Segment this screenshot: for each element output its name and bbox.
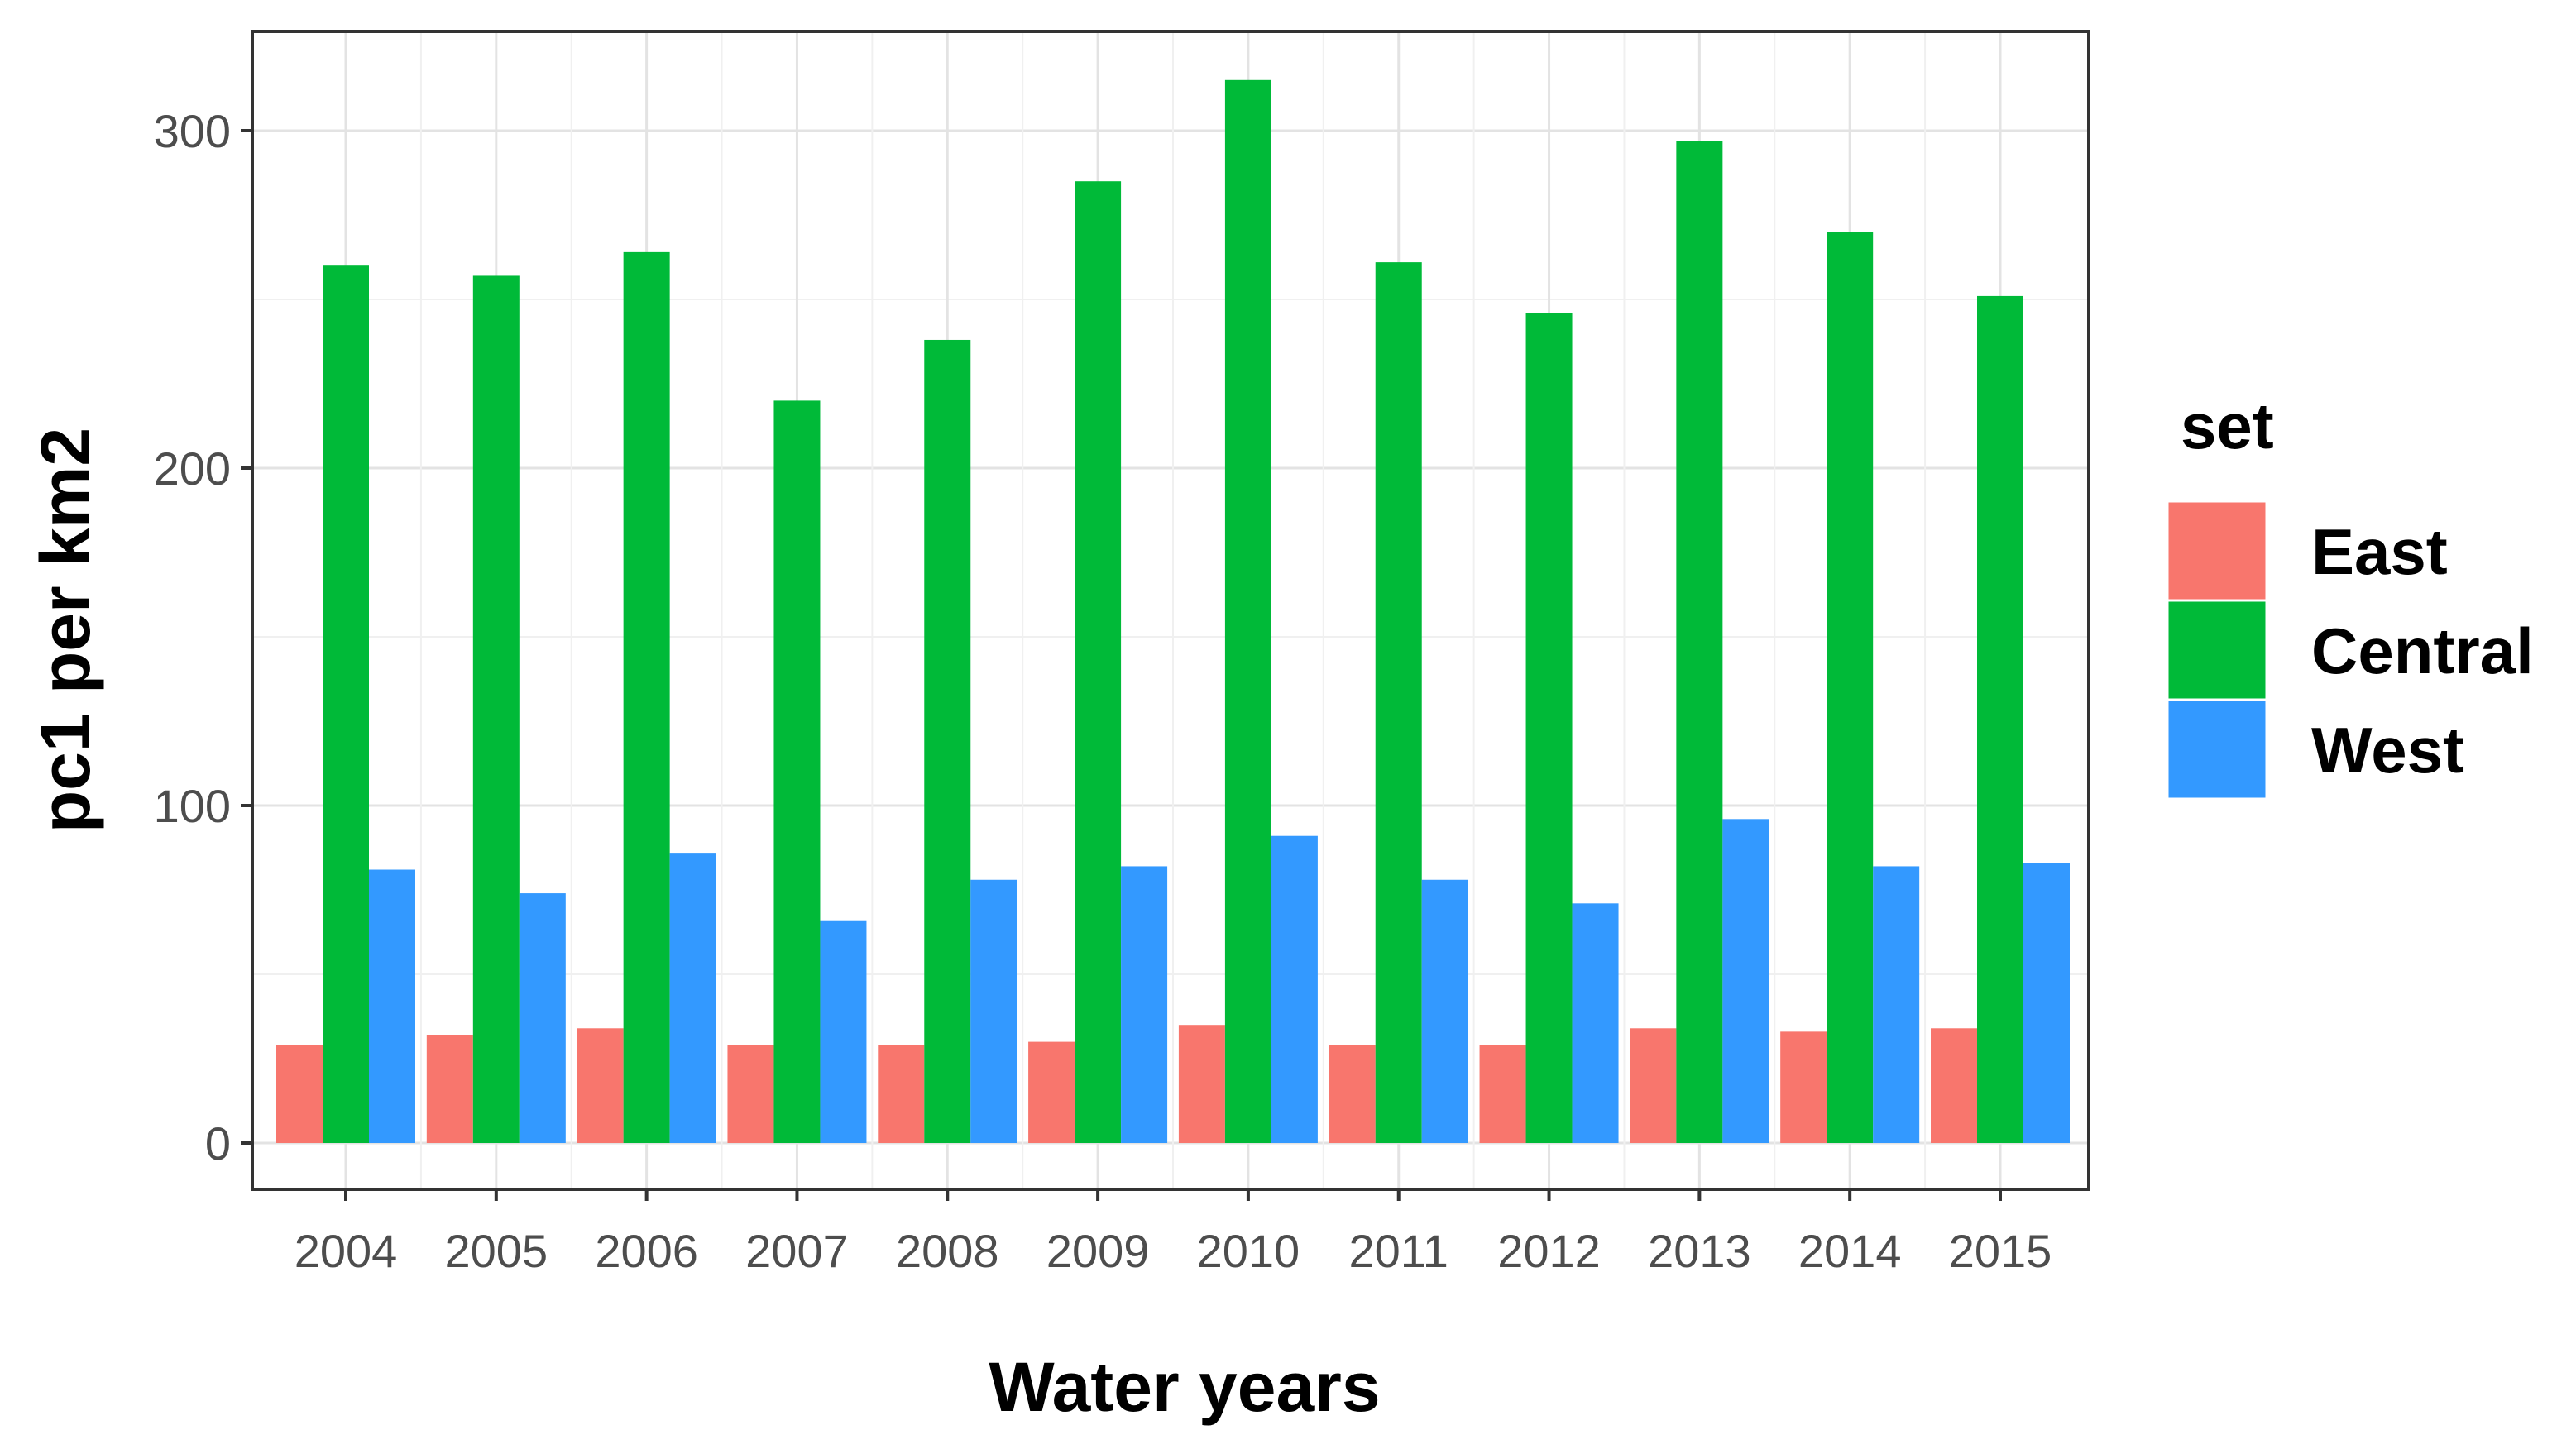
bar-west-2010 (1271, 835, 1318, 1143)
bar-east-2012 (1479, 1045, 1526, 1143)
bar-central-2005 (472, 275, 520, 1144)
bar-west-2014 (1873, 866, 1920, 1143)
legend-key-central (2166, 599, 2268, 701)
bar-central-2004 (323, 265, 369, 1144)
y-tick-label: 200 (154, 442, 231, 495)
bar-east-2015 (1931, 1028, 1977, 1143)
bar-east-2007 (727, 1045, 774, 1143)
bar-west-2009 (1121, 866, 1168, 1143)
bar-central-2009 (1075, 181, 1122, 1144)
bar-west-2006 (669, 853, 716, 1143)
x-tick-label: 2013 (1648, 1225, 1751, 1277)
x-tick-label: 2006 (595, 1225, 698, 1277)
bars (276, 79, 2070, 1144)
x-tick-label: 2014 (1798, 1225, 1902, 1277)
bar-west-2004 (369, 869, 415, 1143)
bar-central-2015 (1977, 295, 2023, 1143)
bar-west-2011 (1421, 879, 1468, 1143)
bar-central-2006 (623, 251, 670, 1143)
legend: set East Central West (2166, 390, 2534, 801)
y-axis: 0 100 200 300 (154, 105, 252, 1169)
y-tick-label: 100 (154, 780, 231, 832)
x-tick-label: 2010 (1197, 1225, 1300, 1277)
bar-west-2015 (2023, 863, 2070, 1143)
y-tick-label: 300 (154, 105, 231, 157)
bar-west-2008 (970, 879, 1017, 1143)
bar-east-2013 (1630, 1028, 1677, 1143)
x-tick-label: 2011 (1349, 1225, 1448, 1277)
bar-west-2007 (820, 920, 867, 1143)
x-axis: 2004 2005 2006 2007 2008 2009 2010 2011 2012 2013… (294, 1189, 2052, 1277)
bar-west-2013 (1722, 819, 1769, 1143)
bar-central-2012 (1525, 313, 1573, 1143)
legend-label-central: Central (2311, 615, 2534, 687)
legend-key-east (2166, 500, 2268, 602)
x-tick-label: 2008 (896, 1225, 999, 1277)
x-tick-label: 2007 (745, 1225, 849, 1277)
bar-central-2011 (1375, 262, 1422, 1143)
bar-east-2005 (426, 1035, 473, 1143)
x-tick-label: 2005 (445, 1225, 548, 1277)
legend-title: set (2181, 390, 2274, 462)
x-tick-label: 2004 (294, 1225, 398, 1277)
x-axis-title: Water years (989, 1348, 1380, 1426)
bar-east-2009 (1028, 1041, 1075, 1143)
legend-key-west (2166, 698, 2268, 801)
bar-east-2006 (577, 1028, 624, 1143)
bar-east-2008 (878, 1045, 925, 1143)
plot-panel-border (251, 30, 2090, 1191)
legend-label-west: West (2311, 714, 2464, 787)
bar-central-2007 (773, 400, 821, 1143)
bar-central-2010 (1224, 79, 1271, 1143)
bar-east-2014 (1780, 1031, 1827, 1143)
bar-central-2014 (1827, 232, 1874, 1143)
bar-east-2004 (276, 1045, 323, 1143)
legend-label-east: East (2311, 515, 2448, 588)
x-tick-label: 2015 (1949, 1225, 2052, 1277)
bar-east-2011 (1329, 1045, 1376, 1143)
bar-east-2010 (1178, 1025, 1225, 1143)
bar-west-2005 (519, 893, 566, 1143)
bar-central-2008 (924, 339, 971, 1144)
bar-central-2013 (1676, 141, 1723, 1144)
bar-west-2012 (1572, 903, 1619, 1143)
x-tick-label: 2012 (1497, 1225, 1601, 1277)
x-tick-label: 2009 (1046, 1225, 1150, 1277)
y-axis-title: pc1 per km2 (26, 428, 104, 833)
y-tick-label: 0 (205, 1117, 231, 1169)
